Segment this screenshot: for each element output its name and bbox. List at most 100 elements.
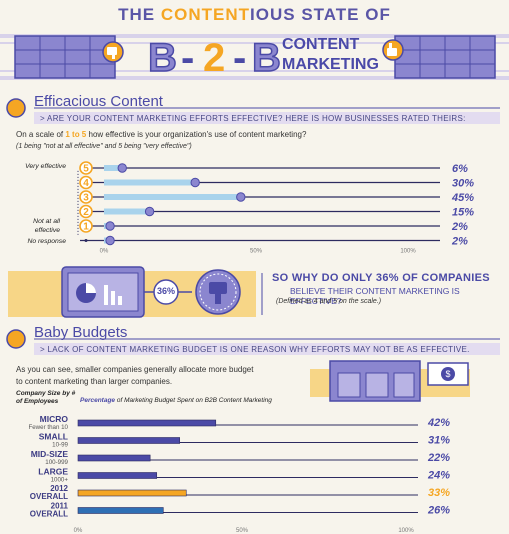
category-label-micro: MICRO — [40, 414, 69, 424]
tick-label-1: 50% — [250, 249, 263, 255]
bar-rating-5 — [104, 165, 123, 171]
cm-line2: MARKETING — [282, 56, 379, 73]
budget-tick-label-0: 0% — [74, 528, 83, 534]
callout-illustration — [8, 266, 263, 318]
dollar-sign-icon: $ — [427, 362, 469, 386]
bar-rating-4 — [104, 179, 196, 186]
section2-subhead: > LACK OF CONTENT MARKETING BUDGET IS ON… — [40, 345, 470, 354]
bar-small — [77, 437, 180, 444]
category-sublabel-large: 1000+ — [51, 477, 69, 484]
value-label-rating-1: 2% — [451, 221, 468, 233]
section2-bullet-icon — [6, 329, 26, 349]
section1-subhead-band — [34, 112, 500, 124]
value-label-rating-2: 15% — [452, 207, 474, 219]
budgets-col-left: Company Size by # of Employees — [16, 390, 76, 405]
value-label-rating-no-response: 2% — [451, 236, 468, 248]
rating-number-3: 3 — [83, 193, 89, 204]
thumbs-down-icon — [102, 41, 124, 63]
bar-mid-size — [77, 454, 151, 462]
value-label-large: 24% — [427, 470, 450, 482]
rating-circle-4 — [79, 175, 93, 190]
section2-header-bg — [6, 329, 500, 355]
left-grid-building — [14, 35, 116, 79]
main-title: THE CONTENTIOUS STATE OF — [118, 5, 391, 24]
question-text: On a scale of 1 to 5 how effective is yo… — [16, 130, 307, 139]
point-rating-3 — [236, 192, 246, 202]
rating-circle-2 — [79, 204, 93, 219]
value-label-rating-5: 6% — [452, 163, 468, 175]
bar-rating-3 — [104, 194, 241, 200]
rating-number-2: 2 — [83, 207, 89, 218]
thumbs-down-badge-icon — [195, 269, 241, 315]
cm-line1: CONTENT — [282, 36, 360, 53]
section2-title: Baby Budgets — [34, 324, 128, 341]
section1-title: Efficacious Content — [34, 93, 163, 110]
category-sublabel-small: 10-99 — [52, 442, 68, 449]
bar-micro — [77, 419, 217, 427]
category-label-mid-size: MID-SIZE — [31, 449, 69, 459]
value-label-rating-3: 45% — [451, 192, 474, 204]
category-label-large: LARGE — [38, 467, 68, 477]
rating-number-1: 1 — [83, 222, 89, 233]
b2b-letter-b1: B — [147, 35, 177, 81]
effectiveness-chart: 5 6% 4 30% 3 45% 2 15% 1 2% 2% 0% 50% 100% — [77, 161, 474, 255]
point-rating-2 — [144, 206, 155, 217]
value-label-rating-4: 30% — [452, 178, 474, 190]
tick-label-2: 100% — [400, 249, 416, 255]
b2b-letter-b2: B — [251, 35, 281, 81]
rating-number-4: 4 — [83, 178, 89, 189]
budgets-col-right: Percentage of Marketing Budget Spent on … — [80, 397, 272, 404]
section1-bullet-icon — [6, 98, 26, 118]
bar-2011-overall — [77, 507, 164, 514]
point-rating-5 — [117, 163, 127, 173]
rating-number-5: 5 — [83, 164, 89, 175]
category-label-2011-overall-line2: OVERALL — [30, 510, 68, 519]
point-rating-4 — [190, 177, 200, 188]
callout-title: SO WHY DO ONLY 36% OF COMPANIES — [272, 272, 490, 284]
point-rating-1 — [105, 221, 115, 231]
category-label-small: SMALL — [39, 432, 68, 442]
budget-tick-label-2: 100% — [398, 528, 414, 534]
label-no-response: No response — [27, 238, 66, 245]
content-marketing-title: CONTENT MARKETING — [282, 35, 392, 75]
rating-circle-3 — [79, 190, 93, 204]
budgets-intro: As you can see, smaller companies genera… — [16, 365, 254, 386]
svg-text:$: $ — [445, 369, 450, 379]
category-label-2011-overall-line1: 2011 — [51, 502, 69, 511]
value-label-2012-overall: 33% — [428, 487, 450, 499]
section1-header-bg — [6, 98, 500, 124]
rating-circle-5 — [79, 161, 93, 175]
category-label-2012-overall-line1: 2012 — [50, 484, 68, 493]
callout-line2: BELIEVE THEIR CONTENT MARKETING IS EFFEC… — [290, 286, 460, 306]
label-not-at-all-effective: Not at all effective — [33, 218, 60, 234]
b2b-dash1: - — [181, 36, 195, 80]
question-note: (1 being "not at all effective" and 5 be… — [16, 143, 192, 150]
right-grid-building — [394, 35, 496, 79]
tick-label-0: 0% — [100, 249, 109, 255]
header-stripes — [0, 34, 509, 80]
thumbs-up-icon — [382, 39, 404, 61]
value-label-2011-overall: 26% — [427, 505, 450, 517]
category-label-2012-overall-line2: OVERALL — [30, 492, 68, 501]
chart-screen-icon — [61, 266, 145, 318]
header-decoration — [0, 34, 509, 80]
storefront-icon — [329, 360, 421, 402]
label-very-effective: Very effective — [25, 163, 66, 170]
category-sublabel-micro: Fewer than 10 — [28, 424, 68, 431]
section2-subhead-band — [34, 343, 500, 355]
b2b-dash2: - — [233, 36, 247, 80]
bar-2012-overall — [77, 489, 187, 497]
value-label-micro: 42% — [427, 417, 450, 429]
callout-pct: 36% — [156, 286, 175, 296]
value-label-mid-size: 22% — [427, 452, 450, 464]
bar-large — [77, 472, 158, 479]
callout-note: (Defined as 4 and 5 on the scale.) — [276, 298, 382, 305]
bar-rating-2 — [104, 208, 150, 215]
value-label-small: 31% — [428, 435, 450, 447]
budget-tick-label-1: 50% — [236, 528, 249, 534]
rating-dot-no-response — [84, 239, 88, 242]
b2b-two: 2 — [203, 36, 226, 80]
rating-circle-1 — [79, 219, 93, 233]
